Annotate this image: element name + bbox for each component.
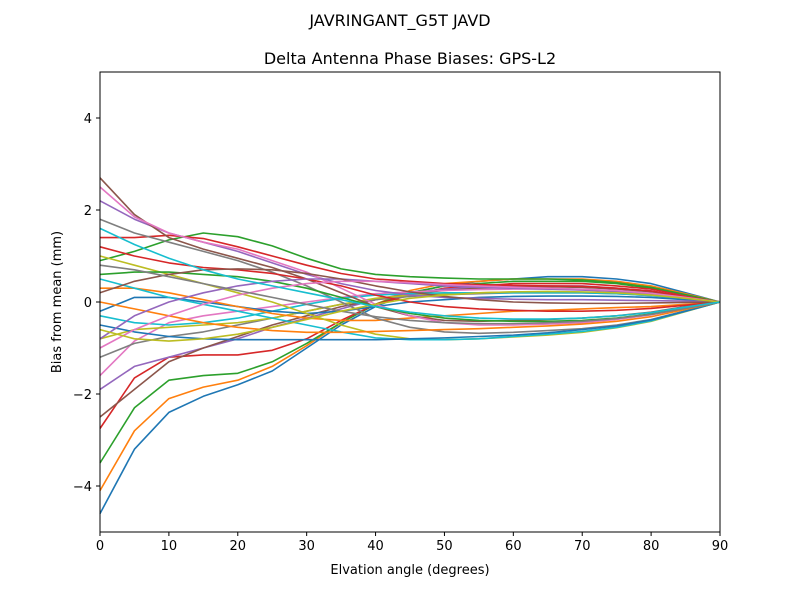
- series-line-27: [99, 280, 721, 349]
- y-axis-label: Bias from mean (mm): [50, 231, 65, 373]
- y-tick-label: −2: [73, 388, 92, 403]
- series-line-29: [99, 290, 721, 342]
- y-tick-label: 0: [84, 296, 92, 311]
- y-axis: −4 −2 0 2 4: [73, 112, 100, 495]
- x-tick-label: 10: [161, 539, 178, 554]
- series-layer: [99, 177, 721, 514]
- chart-title: Delta Antenna Phase Biases: GPS-L2: [264, 49, 556, 68]
- series-line-30: [99, 227, 721, 320]
- series-line-25: [99, 278, 721, 340]
- series-line-12: [100, 287, 721, 322]
- series-line-18: [99, 218, 721, 335]
- series-line-28: [99, 264, 721, 325]
- series-line-2: [99, 278, 721, 491]
- series-line-22: [99, 301, 721, 334]
- figure-suptitle: JAVRINGANT_G5T JAVD: [308, 11, 490, 31]
- series-line-14: [100, 234, 721, 303]
- x-tick-label: 80: [643, 539, 660, 554]
- x-axis: 0 10 20 30 40 50 60 70 80 90: [96, 532, 728, 554]
- x-tick-label: 30: [298, 539, 315, 554]
- y-tick-label: 4: [84, 112, 92, 127]
- x-axis-label: Elvation angle (degrees): [330, 563, 489, 578]
- series-line-24: [99, 246, 721, 313]
- x-tick-label: 0: [96, 539, 104, 554]
- x-tick-label: 70: [574, 539, 591, 554]
- x-tick-label: 20: [230, 539, 247, 554]
- series-line-13: [99, 232, 721, 303]
- y-tick-label: −4: [73, 480, 92, 495]
- series-line-17: [99, 186, 721, 326]
- x-tick-label: 40: [367, 539, 384, 554]
- x-tick-label: 50: [436, 539, 453, 554]
- x-tick-label: 90: [712, 539, 729, 554]
- y-tick-label: 2: [84, 204, 92, 219]
- x-tick-label: 60: [505, 539, 522, 554]
